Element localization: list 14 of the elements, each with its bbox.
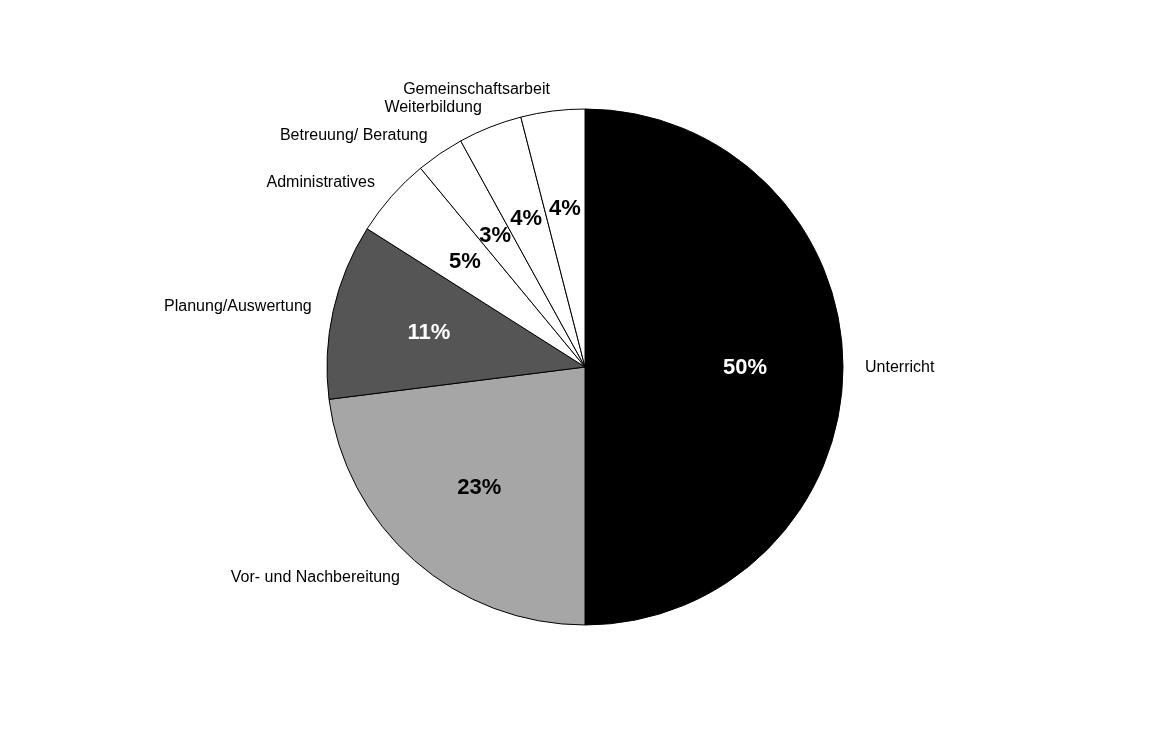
slice-label: Betreuung/ Beratung [279,126,428,144]
data-label: 4% [549,195,581,221]
data-label: 11% [407,319,451,345]
data-label: 5% [449,248,481,274]
data-label: 50% [722,354,767,379]
data-label: 23% [457,473,502,499]
data-label: 4% [510,205,543,231]
slice-label: Vor- und Nachbereitung [230,568,400,586]
slice-label: Gemeinschaftsarbeit [403,80,551,98]
slice-label: Unterricht [865,358,935,375]
slice-label: Administratives [266,172,375,190]
slice-label: Weiterbildung [384,97,482,115]
slice-label: Planung/Auswertung [164,296,312,314]
data-label: 3% [479,221,511,247]
